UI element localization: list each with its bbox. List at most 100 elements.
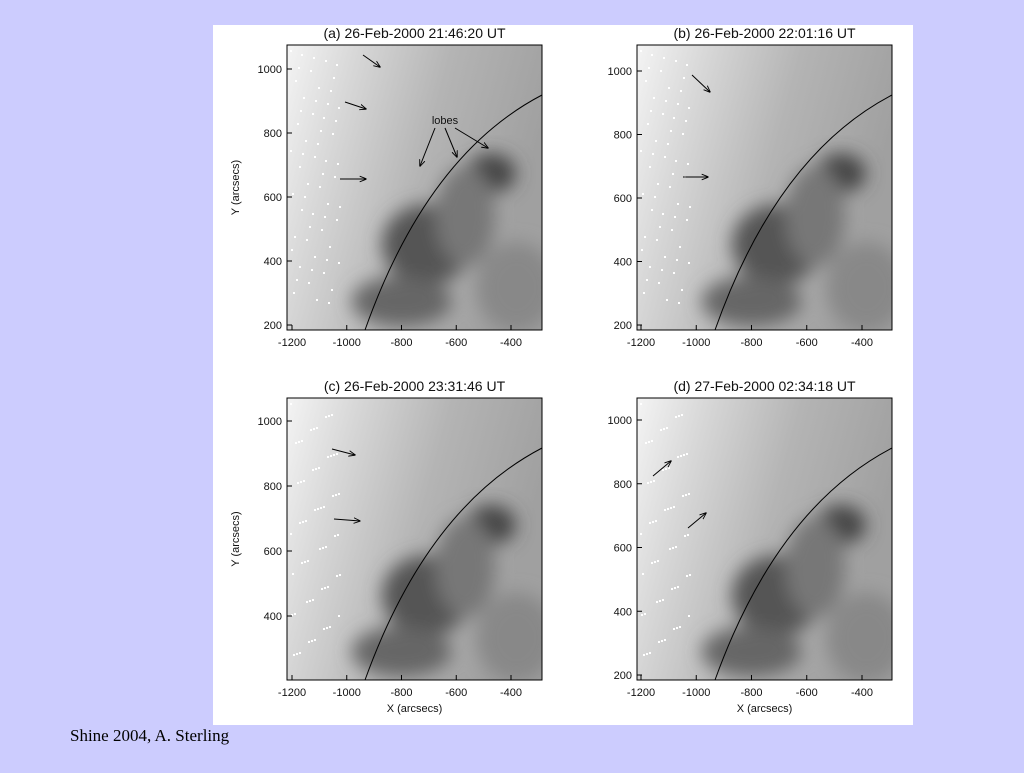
noise-speck (651, 54, 653, 56)
noise-speck (674, 587, 676, 589)
noise-speck (675, 416, 677, 418)
noise-speck (658, 641, 660, 643)
noise-speck (294, 613, 296, 615)
noise-speck (673, 117, 675, 119)
noise-speck (646, 653, 648, 655)
noise-speck (339, 206, 341, 208)
noise-speck (326, 627, 328, 629)
noise-speck (301, 562, 303, 564)
noise-speck (307, 560, 309, 562)
noise-speck (298, 67, 300, 69)
noise-speck (641, 249, 643, 251)
noise-speck (335, 120, 337, 122)
noise-speck (645, 442, 647, 444)
noise-speck (652, 153, 654, 155)
noise-speck (642, 573, 644, 575)
y-axis-label: Y (arcsecs) (230, 511, 242, 566)
noise-speck (295, 442, 297, 444)
noise-speck (679, 626, 681, 628)
noise-speck (681, 289, 683, 291)
noise-speck (301, 440, 303, 442)
noise-speck (293, 654, 295, 656)
noise-speck (320, 507, 322, 509)
noise-speck (314, 639, 316, 641)
dark-region (351, 276, 452, 327)
noise-speck (656, 239, 658, 241)
noise-speck (648, 441, 650, 443)
noise-speck (662, 469, 664, 471)
noise-speck (313, 428, 315, 430)
noise-speck (328, 302, 330, 304)
y-tick-label: 1000 (608, 66, 632, 78)
noise-speck (641, 614, 643, 616)
y-tick-label: 600 (264, 192, 282, 204)
noise-speck (300, 481, 302, 483)
y-tick-label: 1000 (258, 416, 282, 428)
noise-speck (676, 259, 678, 261)
noise-speck (651, 440, 653, 442)
noise-speck (654, 561, 656, 563)
noise-speck (688, 262, 690, 264)
noise-speck (652, 521, 654, 523)
solar-limb (714, 94, 892, 330)
noise-speck (308, 641, 310, 643)
noise-speck (327, 456, 329, 458)
noise-speck (328, 415, 330, 417)
solar-limb (364, 447, 542, 680)
noise-speck (659, 226, 661, 228)
noise-speck (673, 272, 675, 274)
noise-speck (307, 183, 309, 185)
noise-speck (653, 97, 655, 99)
noise-speck (673, 628, 675, 630)
panel-title: (c) 26-Feb-2000 23:31:46 UT (324, 378, 506, 394)
y-tick-label: 400 (264, 256, 282, 268)
noise-speck (649, 522, 651, 524)
noise-speck (302, 153, 304, 155)
noise-speck (640, 533, 642, 535)
noise-speck (675, 60, 677, 62)
noise-speck (303, 480, 305, 482)
noise-speck (332, 133, 334, 135)
noise-speck (293, 292, 295, 294)
noise-speck (640, 50, 642, 52)
noise-speck (649, 266, 651, 268)
arrow (333, 519, 360, 521)
noise-speck (660, 429, 662, 431)
noise-speck (305, 140, 307, 142)
noise-speck (671, 229, 673, 231)
noise-speck (682, 495, 684, 497)
dark-regions (351, 153, 542, 330)
y-tick-label: 400 (264, 611, 282, 623)
y-tick-label: 800 (614, 130, 632, 142)
noise-speck (648, 67, 650, 69)
noise-speck (292, 193, 294, 195)
panel: (a) 26-Feb-2000 21:46:20 UT -1200 -1000 -80… (230, 25, 543, 349)
x-tick-label: -600 (796, 337, 818, 349)
arrow (331, 448, 355, 455)
noise-speck (664, 256, 666, 258)
noise-speck (336, 575, 338, 577)
noise-speck (327, 586, 329, 588)
y-tick-label: 400 (614, 606, 632, 618)
noise-speck (292, 573, 294, 575)
noise-speck (318, 87, 320, 89)
noise-speck (339, 574, 341, 576)
noise-speck (662, 213, 664, 215)
noise-speck (675, 160, 677, 162)
y-tick-label: 800 (614, 479, 632, 491)
dark-region (701, 276, 802, 327)
noise-speck (306, 239, 308, 241)
panel-title: (a) 26-Feb-2000 21:46:20 UT (323, 25, 506, 41)
plot-frame (286, 44, 543, 331)
noise-speck (325, 416, 327, 418)
noise-speck (672, 173, 674, 175)
noise-speck (338, 493, 340, 495)
noise-speck (290, 50, 292, 52)
noise-speck (300, 110, 302, 112)
noise-speck (670, 507, 672, 509)
noise-speck (338, 615, 340, 617)
noise-speck (315, 468, 317, 470)
noise-speck (677, 103, 679, 105)
dark-region (435, 517, 496, 618)
noise-speck (297, 482, 299, 484)
